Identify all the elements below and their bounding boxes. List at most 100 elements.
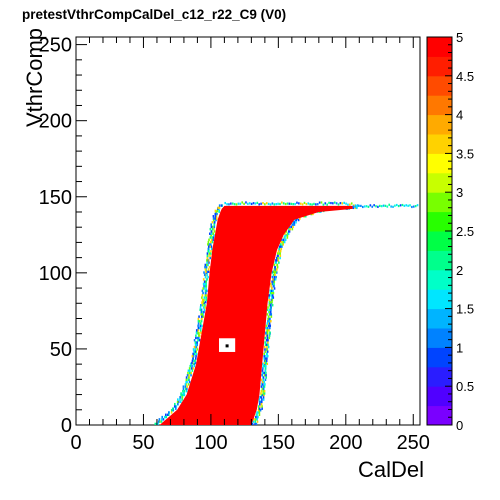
edge-bin [194, 361, 197, 365]
edge-bin [198, 320, 201, 323]
edge-bin [200, 326, 202, 330]
edge-bin [288, 230, 291, 233]
edge-bin [262, 393, 264, 397]
edge-bin [264, 341, 266, 344]
edge-bin [193, 364, 196, 368]
edge-bin [293, 223, 296, 226]
edge-bin [270, 298, 273, 302]
edge-bin [269, 324, 272, 327]
edge-bin [330, 201, 332, 205]
edge-bin [196, 331, 199, 334]
edge-bin [210, 223, 212, 226]
edge-bin [195, 352, 198, 356]
edge-bin [208, 265, 211, 269]
edge-bin [292, 221, 295, 224]
color-scale-band [427, 172, 452, 193]
y-axis-title: VthrComp [22, 28, 47, 127]
edge-bin [205, 294, 208, 297]
edge-bin [253, 418, 255, 421]
color-scale-band [427, 211, 452, 232]
edge-bin [180, 392, 182, 395]
edge-bin [258, 411, 261, 414]
edge-bin [218, 209, 221, 213]
edge-bin [211, 225, 214, 229]
edge-bin [272, 273, 275, 277]
edge-bin [202, 278, 205, 281]
edge-bin [185, 387, 188, 391]
color-scale-band [427, 114, 452, 135]
edge-bin [259, 409, 262, 412]
edge-bin [161, 415, 164, 419]
edge-bin [192, 355, 195, 358]
edge-bin [268, 320, 271, 323]
edge-bin [256, 201, 259, 204]
edge-bin [287, 230, 290, 233]
edge-bin [266, 362, 269, 366]
edge-bin [268, 304, 271, 307]
edge-bin [212, 217, 215, 220]
x-tick-label: 0 [70, 432, 81, 454]
edge-bin [266, 345, 268, 349]
edge-bin [193, 352, 196, 356]
edge-bin [258, 413, 261, 416]
edge-bin [176, 400, 179, 404]
edge-bin [266, 348, 269, 351]
x-tick-label: 50 [132, 432, 154, 454]
edge-bin [195, 357, 197, 360]
edge-bin [211, 227, 214, 231]
edge-bin [263, 357, 266, 360]
marker-point [225, 344, 229, 348]
edge-bin [207, 259, 210, 262]
color-scale-band [427, 328, 452, 348]
color-scale-band [427, 386, 452, 407]
edge-bin [261, 369, 264, 372]
edge-bin [265, 376, 268, 379]
edge-bin [200, 308, 203, 311]
edge-bin [209, 240, 212, 244]
edge-bin [218, 206, 220, 210]
edge-bin [295, 221, 297, 224]
tail-bin [356, 205, 358, 208]
edge-bin [311, 203, 313, 206]
edge-bin [182, 385, 185, 388]
edge-bin [202, 304, 204, 307]
edge-bin [266, 313, 269, 316]
edge-bin [204, 282, 207, 286]
color-scale-label: 0.5 [456, 379, 474, 394]
edge-bin [263, 361, 266, 365]
edge-bin [201, 298, 204, 302]
edge-bin [266, 336, 269, 340]
x-tick-label: 150 [262, 432, 295, 454]
edge-bin [224, 201, 226, 205]
edge-bin [256, 420, 259, 423]
tail-bin [384, 204, 387, 207]
edge-bin [264, 357, 267, 360]
edge-bin [277, 256, 279, 260]
edge-bin [200, 331, 202, 334]
edge-bin [203, 310, 205, 314]
edge-bin [186, 374, 189, 377]
edge-bin [192, 352, 194, 356]
edge-bin [203, 298, 205, 302]
edge-bin [265, 331, 267, 334]
edge-bin [191, 369, 194, 372]
edge-bin [272, 291, 275, 295]
edge-bin [205, 296, 207, 299]
edge-bin [209, 252, 212, 255]
tail-bin [361, 205, 364, 209]
edge-bin [266, 308, 269, 311]
edge-bin [354, 206, 357, 210]
edge-bin [230, 202, 232, 205]
edge-bin [269, 310, 272, 314]
edge-bin [185, 378, 188, 381]
edge-bin [270, 294, 273, 297]
edge-bin [186, 380, 188, 384]
edge-bin [269, 300, 271, 304]
edge-bin [214, 217, 217, 220]
edge-bin [199, 322, 202, 325]
edge-bin [215, 217, 218, 220]
edge-bin [269, 291, 272, 295]
edge-bin [205, 278, 208, 281]
edge-bin [173, 405, 176, 408]
color-scale-label: 4 [456, 108, 463, 123]
